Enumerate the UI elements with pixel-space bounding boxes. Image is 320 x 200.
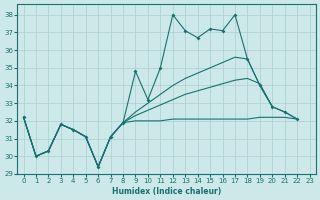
X-axis label: Humidex (Indice chaleur): Humidex (Indice chaleur) <box>112 187 221 196</box>
